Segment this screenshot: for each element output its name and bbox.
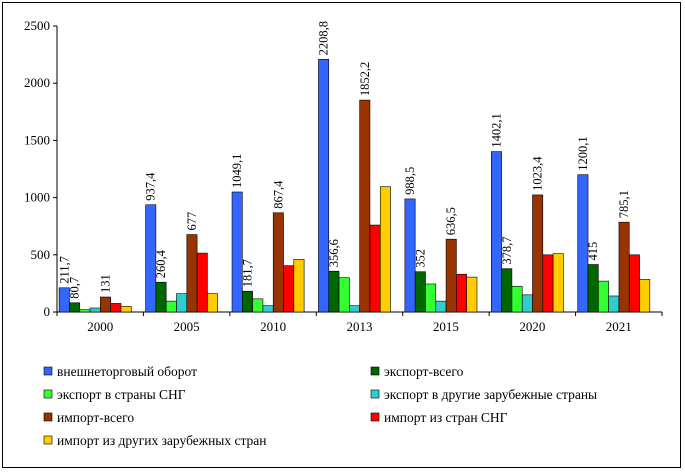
bar <box>435 300 447 313</box>
bar <box>69 302 81 313</box>
y-tick-label: 2500 <box>24 18 50 33</box>
bar <box>328 270 340 313</box>
legend-label: экспорт в страны СНГ <box>57 387 186 402</box>
bar <box>155 281 167 313</box>
legend-swatch <box>370 389 380 399</box>
legend-swatch <box>370 412 380 422</box>
bar <box>639 279 651 313</box>
bar <box>456 273 467 313</box>
bar <box>491 151 502 313</box>
bar <box>404 198 416 313</box>
data-label: 1049,1 <box>230 154 244 188</box>
x-tick-label: 2021 <box>606 319 632 334</box>
bar <box>110 303 122 313</box>
legend-label: импорт-всего <box>57 410 134 425</box>
data-label: 80,7 <box>68 277 82 299</box>
bar <box>466 276 478 313</box>
bar <box>618 221 630 313</box>
data-label: 356,6 <box>327 239 341 267</box>
bar <box>521 294 533 313</box>
legend-swatch <box>43 435 53 445</box>
data-label: 1852,2 <box>358 62 372 96</box>
x-tick-label: 2010 <box>260 319 286 334</box>
bar <box>145 204 157 313</box>
bar <box>532 194 544 313</box>
y-tick-label: 1500 <box>24 132 50 147</box>
bar <box>176 293 188 313</box>
bar <box>501 268 513 313</box>
data-label: 636,5 <box>444 207 458 235</box>
bar <box>628 254 640 313</box>
x-tick-label: 2013 <box>347 319 373 334</box>
data-label: 181,7 <box>240 259 254 287</box>
bar <box>338 277 350 313</box>
data-label: 1023,4 <box>531 156 545 191</box>
x-tick-label: 2000 <box>87 319 113 334</box>
bar <box>196 252 208 313</box>
data-label: 1402,1 <box>489 113 503 147</box>
bar <box>445 238 457 313</box>
data-label: 378,7 <box>500 237 514 265</box>
data-label: 867,4 <box>271 180 285 209</box>
bar <box>369 224 381 313</box>
data-label: 211,7 <box>57 256 71 284</box>
legend-label: импорт из стран СНГ <box>384 410 508 425</box>
bar <box>552 253 564 313</box>
bar <box>425 283 437 313</box>
legend-swatch <box>43 389 53 399</box>
bar <box>349 305 360 313</box>
legend-swatch <box>370 366 380 376</box>
bar <box>262 305 274 313</box>
bar <box>359 99 371 313</box>
bar <box>577 174 589 313</box>
legend-swatch <box>43 366 53 376</box>
bar <box>283 265 295 313</box>
bar <box>165 300 177 313</box>
bar <box>414 271 426 313</box>
data-label: 677 <box>185 212 199 231</box>
bar <box>318 59 330 313</box>
bar <box>207 293 218 313</box>
data-label: 352 <box>413 249 427 268</box>
legend-swatch <box>43 412 53 422</box>
data-label: 415 <box>586 242 600 261</box>
data-label: 131 <box>99 274 113 293</box>
y-tick-label: 1000 <box>24 190 50 205</box>
y-tick-label: 0 <box>44 304 51 319</box>
bar <box>100 296 111 313</box>
data-label: 988,5 <box>403 167 417 195</box>
data-label: 785,1 <box>617 190 631 218</box>
bar <box>608 295 620 313</box>
legend-label: внешнеторговый оборот <box>57 364 197 379</box>
bar <box>598 280 609 313</box>
bar <box>242 290 253 313</box>
x-tick-label: 2020 <box>519 319 545 334</box>
data-label: 2208,8 <box>317 21 331 55</box>
x-tick-label: 2005 <box>174 319 200 334</box>
bar <box>511 285 523 313</box>
legend-label: импорт из других зарубежных стран <box>57 433 267 448</box>
legend-label: экспорт в другие зарубежные страны <box>384 387 597 402</box>
data-label: 260,4 <box>154 249 168 278</box>
y-tick-label: 500 <box>31 247 51 262</box>
bar <box>379 186 391 313</box>
bar <box>231 191 243 313</box>
bar <box>542 254 554 313</box>
bar <box>58 287 70 313</box>
bar <box>587 264 599 313</box>
y-tick-label: 2000 <box>24 75 50 90</box>
bar <box>120 305 132 313</box>
data-label: 937,4 <box>144 172 158 201</box>
bar <box>272 212 284 313</box>
x-tick-label: 2015 <box>433 319 459 334</box>
bar <box>252 298 264 313</box>
legend-label: экспорт-всего <box>384 364 464 379</box>
data-label: 1200,1 <box>576 136 590 170</box>
bar <box>79 309 91 313</box>
bar <box>186 234 198 313</box>
chart-frame <box>2 2 681 468</box>
bar <box>89 307 101 313</box>
bar <box>293 259 305 313</box>
